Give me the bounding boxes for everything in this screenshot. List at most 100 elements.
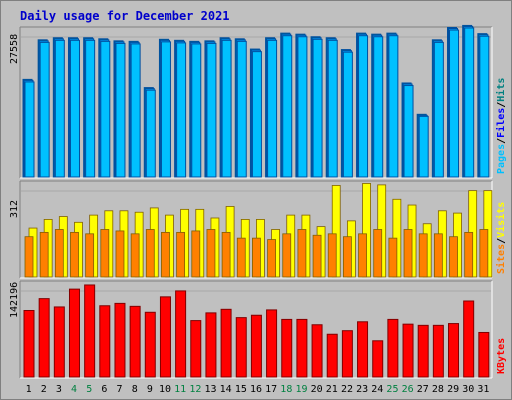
y-tick-label: 312: [9, 200, 20, 218]
bar-pages: [388, 35, 399, 178]
y-tick-label: 142196: [9, 282, 20, 318]
bar-kbytes: [175, 290, 187, 378]
bar-pages: [69, 39, 80, 178]
bar-pages: [312, 38, 323, 178]
bar-pages: [342, 51, 353, 178]
bar-sites: [282, 233, 292, 278]
x-tick-label: 10: [159, 384, 171, 395]
bar-kbytes: [190, 320, 202, 378]
bar-kbytes: [235, 317, 247, 378]
x-tick-label: 18: [280, 384, 292, 395]
legend-entry: /: [496, 102, 507, 108]
bar-sites: [221, 231, 231, 278]
x-tick-label: 2: [41, 384, 47, 395]
bar-sites: [70, 231, 79, 278]
x-tick-label: 16: [250, 384, 262, 395]
bar-kbytes: [463, 300, 475, 378]
bar-kbytes: [114, 302, 126, 378]
panel-visits-sites: 312 Sites/Visits: [9, 180, 507, 279]
x-tick-label: 15: [235, 384, 247, 395]
x-tick-label: 31: [477, 384, 489, 395]
x-tick-label: 7: [117, 384, 123, 395]
legend-entry: Pages: [496, 144, 507, 174]
x-tick-label: 9: [147, 384, 153, 395]
bar-pages: [373, 36, 384, 178]
bar-kbytes: [296, 318, 308, 378]
bar-sites: [358, 233, 367, 278]
bar-kbytes: [357, 321, 369, 378]
x-tick-label: 29: [447, 384, 459, 395]
bar-sites: [24, 236, 34, 278]
legend-entry: Files: [495, 108, 507, 138]
bar-sites: [100, 229, 110, 278]
bar-pages: [327, 39, 338, 178]
bar-sites: [464, 231, 474, 278]
bar-sites: [373, 229, 383, 278]
bar-sites: [85, 233, 95, 278]
bar-kbytes: [99, 305, 111, 378]
x-tick-label: 14: [220, 384, 232, 395]
bar-kbytes: [159, 296, 171, 378]
x-tick-label: 28: [432, 384, 444, 395]
bars-visits-sites: [24, 183, 493, 278]
x-tick-label: 13: [204, 384, 216, 395]
panel-legend: Pages/Files/Hits: [495, 78, 507, 174]
bar-pages: [100, 40, 111, 178]
bar-sites: [161, 231, 170, 278]
bar-kbytes: [144, 311, 156, 378]
x-tick-label: 27: [417, 384, 429, 395]
bar-pages: [236, 40, 247, 178]
legend-entry: /: [496, 138, 507, 144]
bar-kbytes: [281, 318, 293, 378]
bar-sites: [130, 233, 140, 278]
x-tick-label: 6: [101, 384, 107, 395]
bar-pages: [418, 115, 429, 178]
bar-sites: [267, 239, 276, 278]
bar-sites: [342, 236, 352, 278]
x-tick-label: 19: [295, 384, 307, 395]
x-axis-day-labels: 1 2 3 4 5 6 7 8 9 10 11 12 13 14 15 16 17 18 19 20 21 22 23 24 2…: [26, 384, 490, 395]
bar-sites: [39, 231, 49, 278]
bar-kbytes: [129, 305, 141, 378]
bar-pages: [479, 35, 490, 178]
bar-pages: [39, 41, 50, 178]
bar-pages: [282, 35, 293, 178]
legend-entry: Visits: [495, 202, 507, 238]
bar-sites: [236, 237, 246, 278]
bar-sites: [54, 229, 64, 278]
x-tick-label: 3: [56, 384, 62, 395]
bar-pages: [145, 89, 156, 178]
x-tick-label: 20: [311, 384, 323, 395]
bar-kbytes: [448, 323, 460, 378]
x-tick-label: 8: [132, 384, 138, 395]
bar-pages: [403, 85, 414, 178]
bar-pages: [176, 42, 187, 178]
bar-kbytes: [341, 330, 353, 378]
panel-kbytes: 142196 KBytes: [9, 280, 507, 379]
bar-pages: [433, 41, 444, 178]
x-tick-label: 24: [371, 384, 383, 395]
x-tick-label: 1: [26, 384, 32, 395]
bar-kbytes: [387, 318, 399, 378]
bar-pages: [85, 39, 96, 178]
bar-sites: [433, 233, 443, 278]
x-tick-label: 26: [402, 384, 414, 395]
bar-kbytes: [68, 288, 80, 378]
x-tick-label: 4: [71, 384, 77, 395]
legend-entry: /: [496, 238, 507, 244]
bar-pages: [267, 39, 278, 178]
x-tick-label: 21: [326, 384, 338, 395]
bar-pages: [297, 36, 308, 178]
bar-kbytes: [478, 331, 490, 378]
x-tick-label: 11: [174, 384, 186, 395]
bar-sites: [327, 233, 337, 278]
bar-kbytes: [402, 323, 414, 378]
bar-kbytes: [84, 284, 96, 378]
bar-sites: [418, 233, 428, 278]
bar-pages: [221, 39, 232, 178]
bar-sites: [479, 229, 489, 278]
x-tick-label: 5: [86, 384, 92, 395]
bar-pages: [54, 39, 65, 178]
bar-kbytes: [53, 306, 65, 378]
bar-pages: [115, 42, 126, 178]
